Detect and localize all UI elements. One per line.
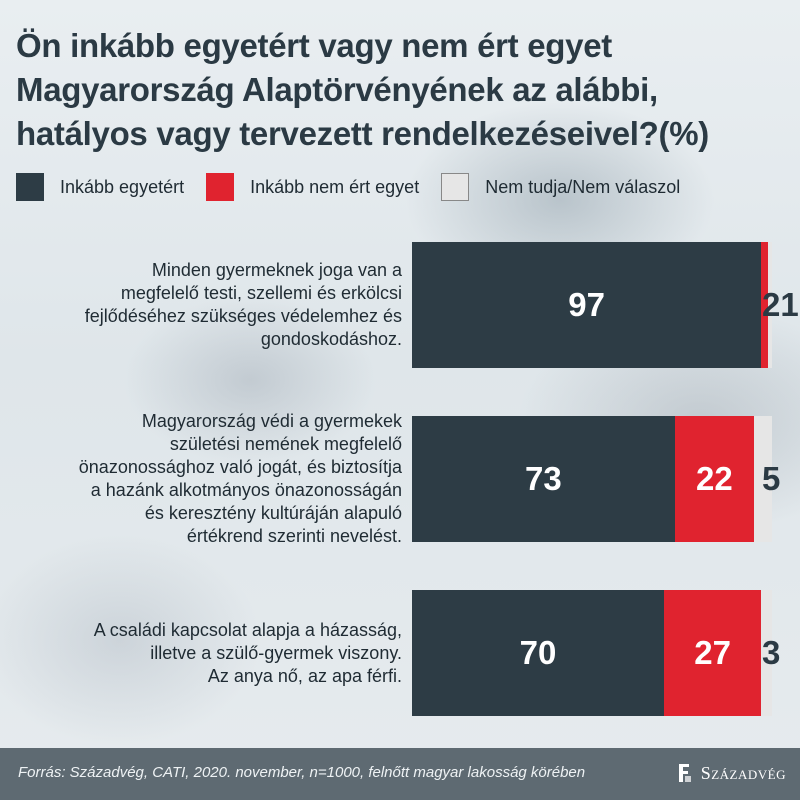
data-label: 70 <box>519 634 557 671</box>
bar-segment-disagree <box>761 242 769 368</box>
category-label-line: A családi kapcsolat alapja a házasság, <box>93 619 402 640</box>
title-line: Magyarország Alaptörvényének az alábbi, <box>16 71 658 108</box>
category-label-line: és keresztény kultúráján alapuló <box>144 503 402 523</box>
data-label-outside: 3 <box>762 634 781 671</box>
legend-swatch-disagree <box>206 173 235 201</box>
legend-label: Inkább nem ért egyet <box>250 176 420 197</box>
category-label: Magyarország védi a gyermekek születési n… <box>79 410 402 548</box>
legend-swatch-dontknow <box>441 173 470 201</box>
category-label-line: születési nemének megfelelő <box>169 434 402 454</box>
category-label-line: megfelelő testi, szellemi és erkölcsi <box>120 283 402 303</box>
title-line: Ön inkább egyetért vagy nem ért egyet <box>16 27 612 64</box>
category-label-line: gondoskodáshoz. <box>260 329 402 349</box>
legend: Inkább egyetért Inkább nem ért egyet Nem… <box>16 172 702 202</box>
bar-segment-agree: 97 <box>412 242 762 368</box>
category-label-line: értékrend szerinti nevelést. <box>186 526 402 546</box>
category-label: Minden gyermeknek joga van a megfelelő te… <box>85 259 402 351</box>
bar-segment-agree: 70 <box>412 590 664 716</box>
legend-item-dontknow: Nem tudja/Nem válaszol <box>441 173 680 201</box>
data-label: 97 <box>568 286 605 323</box>
bar-segment-dontknow <box>768 242 772 368</box>
chart-title: Ön inkább egyetért vagy nem ért egyet Ma… <box>16 24 786 156</box>
data-label-outside: 5 <box>762 460 781 497</box>
category-label-line: önazonossághoz való jogát, és biztosítja <box>78 457 402 477</box>
category-label: A családi kapcsolat alapja a házasság, il… <box>94 619 402 688</box>
source-note: Forrás: Századvég, CATI, 2020. november,… <box>18 764 586 781</box>
data-label: 27 <box>694 634 731 671</box>
data-label-outside: 21 <box>762 286 799 323</box>
legend-label: Nem tudja/Nem válaszol <box>485 176 681 197</box>
stacked-bar: 70 27 3 <box>412 590 780 716</box>
stacked-bar: 97 21 <box>412 242 799 368</box>
title-line: hatályos vagy tervezett rendelkezéseivel… <box>16 115 709 152</box>
category-label-line: Magyarország védi a gyermekek <box>141 411 402 431</box>
category-label-line: illetve a szülő-gyermek viszony. <box>150 642 402 663</box>
brand-logo: Századvég <box>677 762 786 784</box>
category-label-line: a hazánk alkotmányos önazonosságán <box>90 480 402 500</box>
category-label-line: fejlődéséhez szükséges védelemhez és <box>84 306 402 326</box>
bar-segment-disagree: 22 <box>674 416 754 542</box>
logo-text: Századvég <box>700 762 786 783</box>
logo-icon <box>678 764 691 782</box>
stacked-bar: 73 22 5 <box>412 416 780 542</box>
legend-swatch-agree <box>16 173 44 201</box>
footer: Forrás: Századvég, CATI, 2020. november,… <box>0 748 800 800</box>
bar-segment-disagree: 27 <box>664 590 762 716</box>
data-label: 22 <box>696 460 733 497</box>
data-label: 73 <box>525 460 562 497</box>
bar-segment-dontknow <box>761 590 772 716</box>
legend-label: Inkább egyetért <box>60 176 185 197</box>
legend-item-agree: Inkább egyetért <box>16 173 184 201</box>
legend-item-disagree: Inkább nem ért egyet <box>206 173 419 201</box>
category-label-line: Az anya nő, az apa férfi. <box>207 665 402 686</box>
category-label-line: Minden gyermeknek joga van a <box>151 260 402 280</box>
bar-segment-dontknow <box>753 416 772 542</box>
bar-segment-agree: 73 <box>412 416 675 542</box>
